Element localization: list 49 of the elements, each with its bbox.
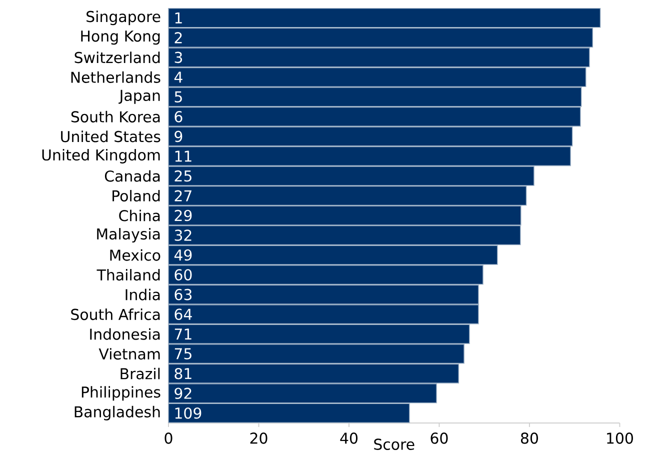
y-tick-label: Thailand (96, 269, 160, 281)
annotation: 1 (175, 12, 182, 24)
y-tick-label: Mexico (110, 249, 160, 261)
annotation: 6 (174, 111, 182, 122)
annotation: 92 (174, 388, 192, 400)
x-axis-title: Score (374, 438, 414, 450)
y-tick-label: South Africa (71, 308, 160, 320)
annotation: 49 (174, 249, 192, 261)
annotation: 63 (174, 288, 192, 300)
annotation: 27 (174, 190, 192, 202)
annotation: 109 (175, 407, 202, 419)
x-tick-label: 0 (164, 432, 172, 444)
annotation: 81 (174, 368, 192, 380)
annotation: 29 (174, 210, 192, 222)
y-tick-label: Indonesia (90, 328, 160, 340)
y-tick-label: Brazil (120, 368, 160, 380)
y-tick-label: Japan (118, 90, 160, 104)
y-tick-label: United States (61, 130, 160, 142)
x-tick-label: 20 (250, 432, 268, 444)
y-tick-label: Netherlands (71, 71, 160, 83)
y-tick-label: Canada (104, 170, 160, 182)
y-tick-label: Singapore (86, 10, 160, 26)
y-tick-label: China (119, 210, 160, 222)
annotation: 71 (174, 328, 192, 340)
y-tick-label: Switzerland (74, 52, 160, 64)
annotation: 11 (175, 150, 192, 162)
annotation: 32 (174, 230, 192, 241)
annotation: 4 (174, 72, 182, 83)
y-tick-label: Philippines (82, 386, 160, 401)
x-tick-label: 40 (340, 432, 358, 444)
annotation: 25 (174, 170, 192, 182)
y-tick-label: Bangladesh (74, 406, 160, 420)
y-tick-label: Hong Kong (81, 30, 160, 45)
y-tick-label: India (126, 288, 160, 300)
annotation: 64 (174, 308, 192, 320)
annotation: 5 (174, 91, 182, 102)
annotation: 3 (174, 52, 182, 64)
annotation: 75 (174, 348, 192, 360)
y-tick-label: Vietnam (98, 348, 160, 360)
annotation: 9 (174, 130, 182, 142)
annotation: 60 (174, 269, 192, 280)
y-tick-label: Malaysia (97, 228, 160, 242)
x-tick-label: 60 (430, 432, 448, 444)
y-tick-label: South Korea (71, 110, 160, 122)
y-tick-label: Poland (112, 190, 160, 202)
y-tick-label: United Kingdom (42, 148, 160, 164)
annotation: 2 (174, 32, 182, 44)
x-tick-label: 80 (520, 432, 538, 444)
x-tick-label: 100 (607, 432, 633, 444)
